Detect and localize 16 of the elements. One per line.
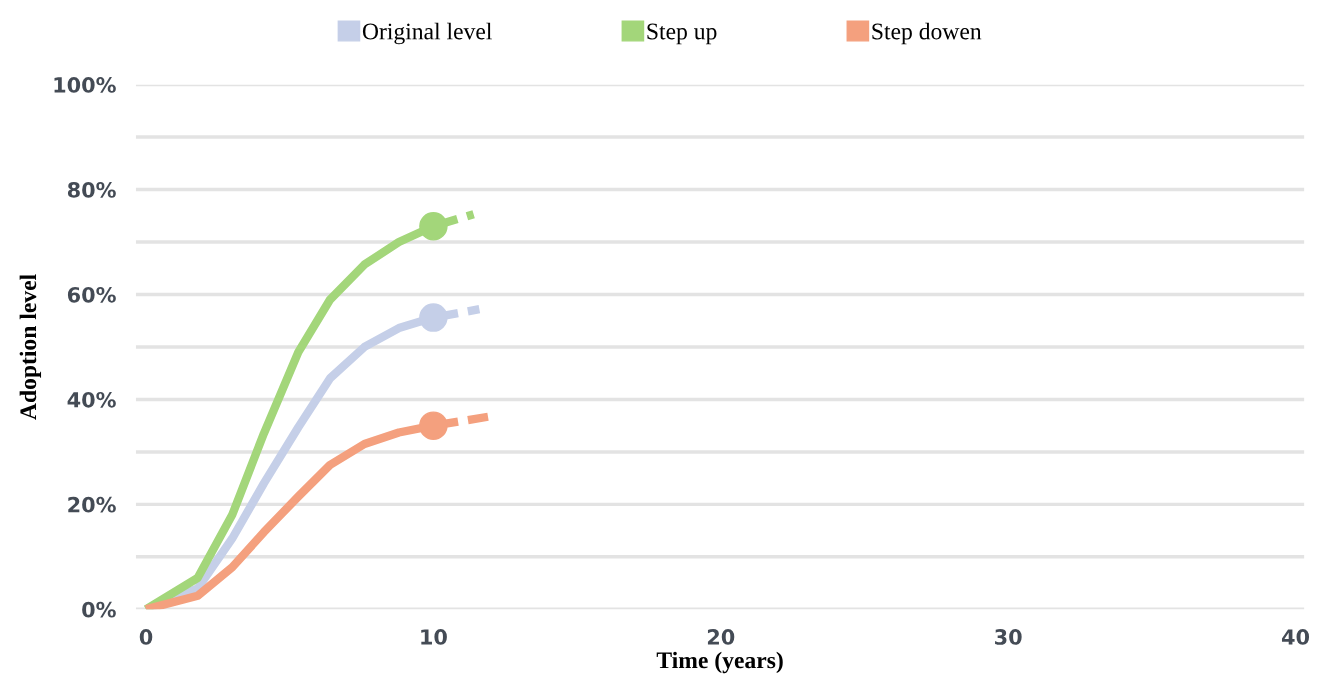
x-axis-title: Time (years) <box>656 651 783 674</box>
x-tick-label: 30 <box>995 629 1022 645</box>
y-tick-label: 20% <box>68 496 116 513</box>
legend-label: Step dowen <box>872 22 982 45</box>
legend-label: Step up <box>647 23 717 45</box>
x-tick-label: 20 <box>707 629 735 645</box>
x-tick-label: 40 <box>1281 629 1310 645</box>
legend-label: Original level <box>362 22 492 45</box>
y-tick-label: 60% <box>67 286 116 303</box>
y-tick-label: 0% <box>82 601 116 618</box>
x-tick-label: 10 <box>421 629 447 645</box>
y-tick-label: 100% <box>54 77 116 93</box>
x-tick-label: 0 <box>139 629 153 645</box>
y-tick-label: 80% <box>67 182 116 198</box>
y-axis-title: Adoption level <box>19 274 42 420</box>
y-tick-label: 40% <box>67 391 116 408</box>
